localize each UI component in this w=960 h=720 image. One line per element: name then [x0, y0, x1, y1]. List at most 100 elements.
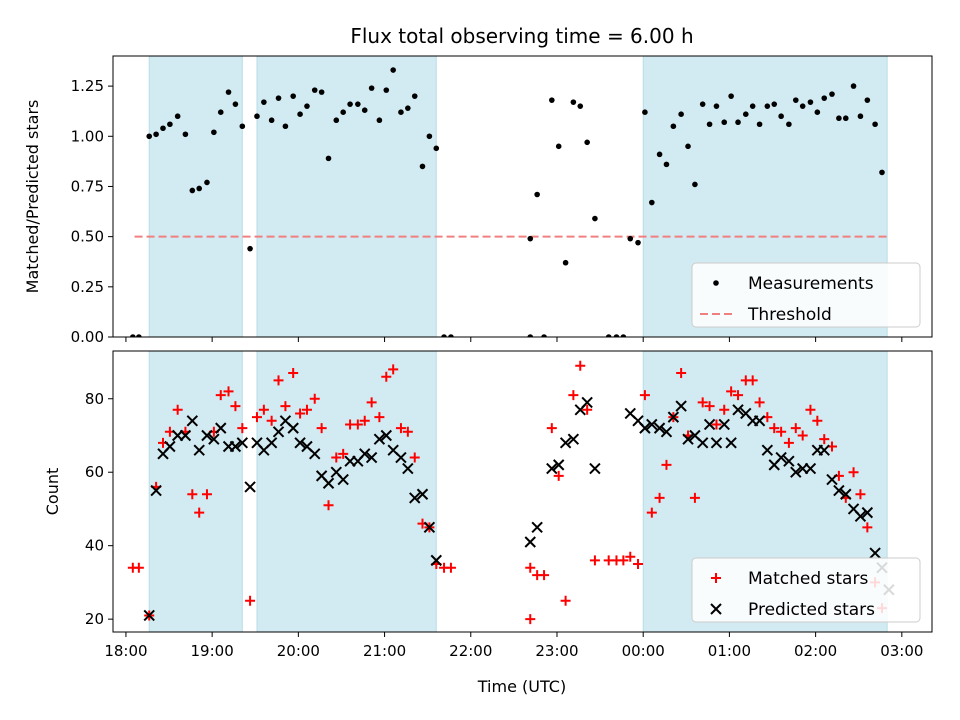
data-point	[725, 437, 737, 449]
data-point	[814, 109, 821, 115]
data-point	[786, 121, 792, 128]
data-point	[546, 423, 557, 434]
x-tick-label: 02:00	[794, 642, 837, 660]
data-point	[553, 459, 565, 471]
data-point	[337, 473, 349, 486]
data-point	[642, 109, 648, 115]
data-point	[287, 422, 299, 434]
legend-marker	[713, 280, 719, 286]
data-point	[239, 123, 246, 130]
data-point	[368, 85, 375, 91]
data-point	[232, 101, 239, 107]
data-point	[685, 143, 691, 150]
data-point	[861, 506, 874, 519]
data-point	[215, 390, 226, 401]
legend-label: Predicted stars	[748, 600, 875, 620]
data-point	[254, 113, 260, 120]
legend-label: Matched stars	[748, 569, 868, 589]
x-tick-label: 22:00	[449, 642, 492, 660]
data-point	[783, 455, 795, 467]
data-point	[627, 235, 634, 242]
data-point	[855, 489, 866, 500]
data-point	[359, 448, 371, 460]
data-point	[821, 95, 828, 101]
data-point	[347, 101, 353, 107]
data-point	[153, 131, 159, 138]
x-tick-label: 00:00	[622, 642, 665, 660]
data-point	[732, 404, 744, 416]
data-point	[756, 121, 763, 128]
data-point	[223, 386, 234, 397]
data-point	[654, 492, 665, 503]
data-point	[167, 121, 173, 128]
data-point	[589, 555, 600, 566]
data-point	[833, 484, 845, 497]
data-point	[696, 437, 709, 449]
data-point	[613, 334, 620, 337]
data-point	[160, 125, 166, 132]
data-point	[854, 510, 867, 523]
data-point	[660, 426, 673, 438]
data-point	[764, 103, 771, 109]
data-point	[426, 133, 433, 140]
data-point	[380, 429, 392, 442]
legend: Matched stars Predicted stars	[691, 557, 921, 623]
data-point	[301, 404, 312, 415]
data-point	[812, 415, 823, 426]
axes-frame	[112, 55, 933, 338]
data-point	[581, 396, 593, 409]
y-tick-label: 0.25	[71, 278, 104, 296]
axes-frame	[112, 350, 933, 633]
data-point	[376, 117, 383, 124]
data-point	[771, 101, 778, 107]
observing-window-1	[148, 55, 243, 338]
data-point	[201, 429, 213, 442]
data-point	[261, 99, 267, 105]
data-point	[381, 371, 392, 382]
data-point	[728, 93, 734, 99]
data-point	[539, 570, 550, 581]
data-point	[646, 418, 658, 431]
data-point	[848, 467, 859, 478]
data-point	[818, 444, 830, 456]
data-point	[682, 433, 694, 445]
data-point	[639, 422, 651, 434]
data-point	[605, 334, 612, 337]
data-point	[272, 426, 285, 438]
data-point	[769, 423, 780, 434]
data-point	[275, 95, 282, 101]
data-point	[266, 415, 277, 426]
data-point	[678, 111, 684, 118]
data-point	[663, 161, 670, 168]
data-point	[304, 103, 310, 109]
x-tick-label: 18:00	[104, 642, 147, 660]
data-point	[807, 99, 814, 105]
data-point	[244, 481, 256, 493]
x-tick-label: 01:00	[708, 642, 751, 660]
data-point	[699, 101, 706, 107]
data-point	[419, 163, 426, 170]
data-point	[689, 492, 700, 503]
data-point	[331, 452, 342, 463]
data-point	[309, 393, 320, 404]
data-point	[649, 199, 655, 206]
data-point	[366, 397, 377, 408]
data-point	[217, 109, 224, 115]
data-point	[204, 179, 210, 186]
x-tick-label: 03:00	[880, 642, 923, 660]
data-point	[340, 109, 346, 115]
data-point	[675, 400, 687, 412]
data-point	[676, 368, 687, 379]
data-point	[374, 412, 385, 423]
data-point	[555, 143, 562, 150]
data-point	[361, 107, 368, 113]
data-point	[553, 470, 564, 481]
data-point	[527, 334, 534, 337]
data-point	[395, 423, 406, 434]
data-point	[390, 67, 396, 73]
data-point	[258, 404, 269, 415]
data-point	[309, 448, 321, 460]
data-point	[719, 404, 730, 415]
legend-label: Threshold	[747, 305, 832, 325]
data-point	[754, 397, 765, 408]
